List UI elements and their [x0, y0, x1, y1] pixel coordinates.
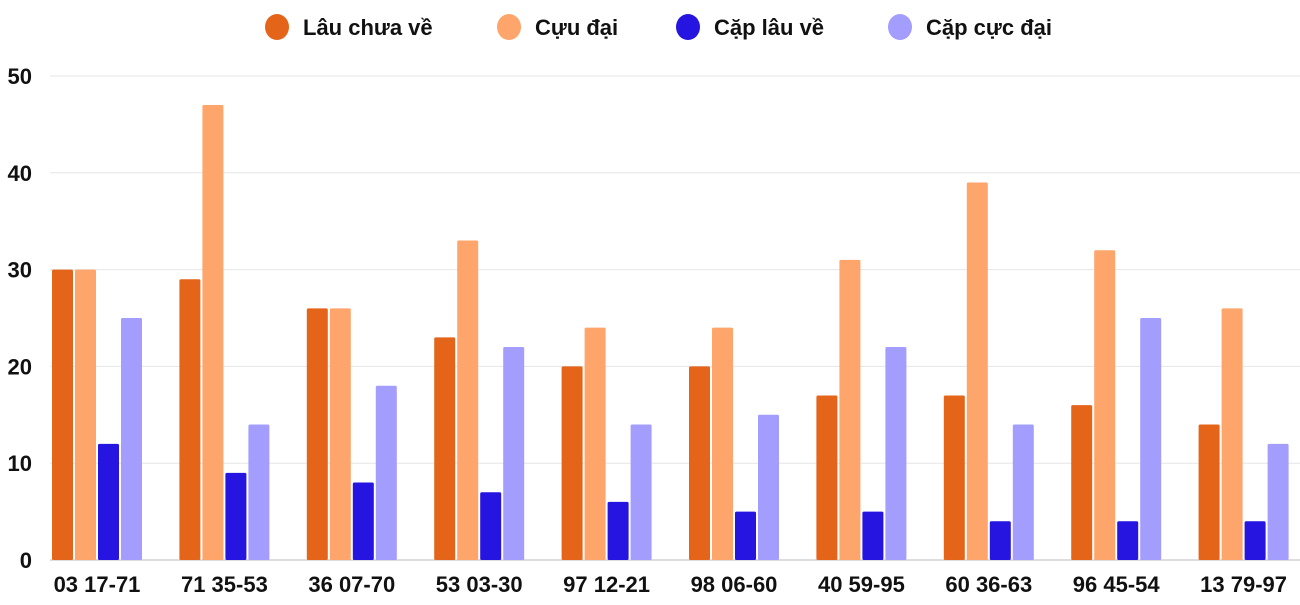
legend-swatch [497, 14, 521, 40]
legend: Lâu chưa về Cựu đại Cặp lâu về Cặp cực đại [265, 14, 1052, 40]
legend-label: Cặp cực đại [926, 15, 1052, 40]
bar [607, 501, 629, 560]
bar [943, 395, 965, 560]
bar [1140, 318, 1162, 560]
x-tick-label: 03 17-71 [54, 572, 141, 597]
bar [689, 366, 710, 560]
bar [1117, 521, 1139, 560]
bar [862, 511, 884, 560]
bar [503, 347, 525, 560]
bar [989, 521, 1011, 560]
bar [480, 492, 502, 560]
bar [561, 366, 583, 560]
bar [1244, 521, 1266, 560]
legend-label: Lâu chưa về [303, 15, 433, 40]
bar [1221, 308, 1243, 560]
y-tick-label: 40 [8, 161, 32, 186]
legend-swatch [676, 14, 700, 40]
legend-item: Cựu đại [497, 14, 618, 40]
bar [98, 443, 119, 560]
legend-label: Cặp lâu về [714, 15, 824, 40]
bar [225, 472, 247, 560]
bar [1012, 424, 1034, 560]
bar [306, 308, 328, 560]
bar [375, 385, 397, 560]
bar [816, 395, 838, 560]
y-tick-label: 50 [8, 64, 32, 89]
bar [202, 105, 224, 560]
bar [966, 182, 988, 561]
x-axis: 03 17-71 71 35-53 36 07-70 53 03-30 97 12-21… [54, 572, 1287, 597]
y-tick-label: 10 [8, 451, 32, 476]
bar [121, 318, 142, 560]
legend-label: Cựu đại [535, 15, 618, 40]
bar [457, 240, 479, 560]
legend-item: Cặp lâu về [676, 14, 824, 40]
x-tick-label: 96 45-54 [1073, 572, 1161, 597]
bars [52, 105, 1289, 561]
bar [885, 347, 907, 560]
bar [52, 269, 73, 560]
bar [735, 511, 756, 560]
legend-swatch [888, 14, 912, 40]
bar [434, 337, 456, 560]
bar [1071, 405, 1093, 560]
bar [1094, 250, 1116, 561]
x-tick-label: 97 12-21 [563, 572, 650, 597]
x-tick-label: 60 36-63 [945, 572, 1032, 597]
x-tick-label: 98 06-60 [691, 572, 778, 597]
x-tick-label: 53 03-30 [436, 572, 523, 597]
y-tick-label: 0 [20, 548, 32, 573]
bar [1267, 443, 1289, 560]
x-tick-label: 71 35-53 [181, 572, 268, 597]
x-tick-label: 40 59-95 [818, 572, 905, 597]
bar [248, 424, 270, 560]
legend-item: Lâu chưa về [265, 14, 433, 40]
x-tick-label: 36 07-70 [308, 572, 395, 597]
bar [1198, 424, 1220, 560]
bar [758, 414, 779, 560]
legend-item: Cặp cực đại [888, 14, 1052, 40]
y-axis: 0 10 20 30 40 50 [8, 64, 32, 573]
bar [712, 327, 733, 560]
legend-swatch [265, 14, 289, 40]
bar [630, 424, 652, 560]
y-tick-label: 20 [8, 354, 32, 379]
bar [75, 269, 96, 560]
bar [584, 327, 606, 560]
y-tick-label: 30 [8, 258, 32, 283]
bar [179, 279, 201, 560]
bar [839, 259, 861, 560]
bar [352, 482, 374, 560]
bar [329, 308, 351, 560]
x-tick-label: 13 79-97 [1200, 572, 1287, 597]
